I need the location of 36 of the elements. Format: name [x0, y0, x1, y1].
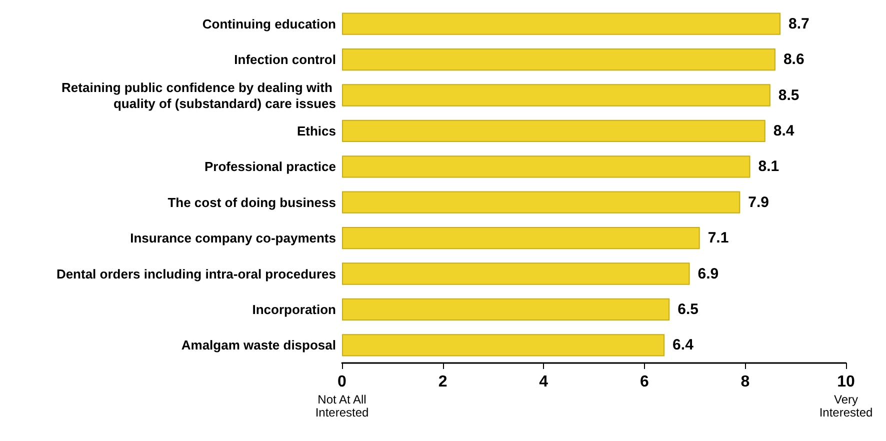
x-tick-label: 0 Not At All Interested — [315, 374, 369, 420]
y-tick-label: Insurance company co-payments — [130, 230, 336, 246]
data-label: 8.6 — [783, 51, 804, 68]
y-tick-label: Infection control — [234, 52, 336, 68]
data-label: 8.4 — [773, 122, 795, 140]
bar — [342, 156, 750, 178]
y-tick-label: Dental orders including intra-oral procedures — [56, 266, 336, 282]
data-label: 6.4 — [672, 336, 694, 354]
bar — [342, 12, 780, 35]
y-tick-label: Amalgam waste disposal — [181, 338, 336, 353]
x-tick-label: 6 — [640, 374, 649, 390]
bar — [342, 84, 770, 106]
bar — [342, 120, 766, 142]
y-tick-label: Retaining public confidence by dealing with quality of (substandard) care issues — [62, 80, 336, 111]
y-tick-label: Professional practice — [204, 159, 336, 174]
data-label: 6.5 — [678, 300, 698, 318]
data-label: 8.1 — [758, 158, 780, 176]
bar — [342, 298, 670, 321]
y-tick-label: Ethics — [296, 123, 336, 138]
data-label: 8.5 — [778, 86, 800, 104]
bar — [342, 262, 690, 285]
data-label: 6.9 — [698, 265, 719, 282]
bar — [342, 191, 740, 214]
y-tick-label: The cost of doing business — [168, 194, 336, 210]
bar — [342, 48, 776, 71]
x-tick-label: 8 — [740, 374, 750, 390]
x-tick-label: 2 — [438, 374, 448, 390]
data-label: 7.1 — [708, 230, 729, 247]
x-tick-label: 4 — [539, 374, 548, 390]
y-tick-label: Continuing education — [202, 16, 336, 32]
bar — [342, 334, 665, 356]
data-label: 7.9 — [748, 194, 770, 211]
data-label: 8.7 — [788, 15, 810, 32]
x-tick-label: 10 Very Interested — [819, 374, 873, 420]
bar — [342, 226, 700, 250]
y-tick-label: Incorporation — [252, 302, 336, 317]
